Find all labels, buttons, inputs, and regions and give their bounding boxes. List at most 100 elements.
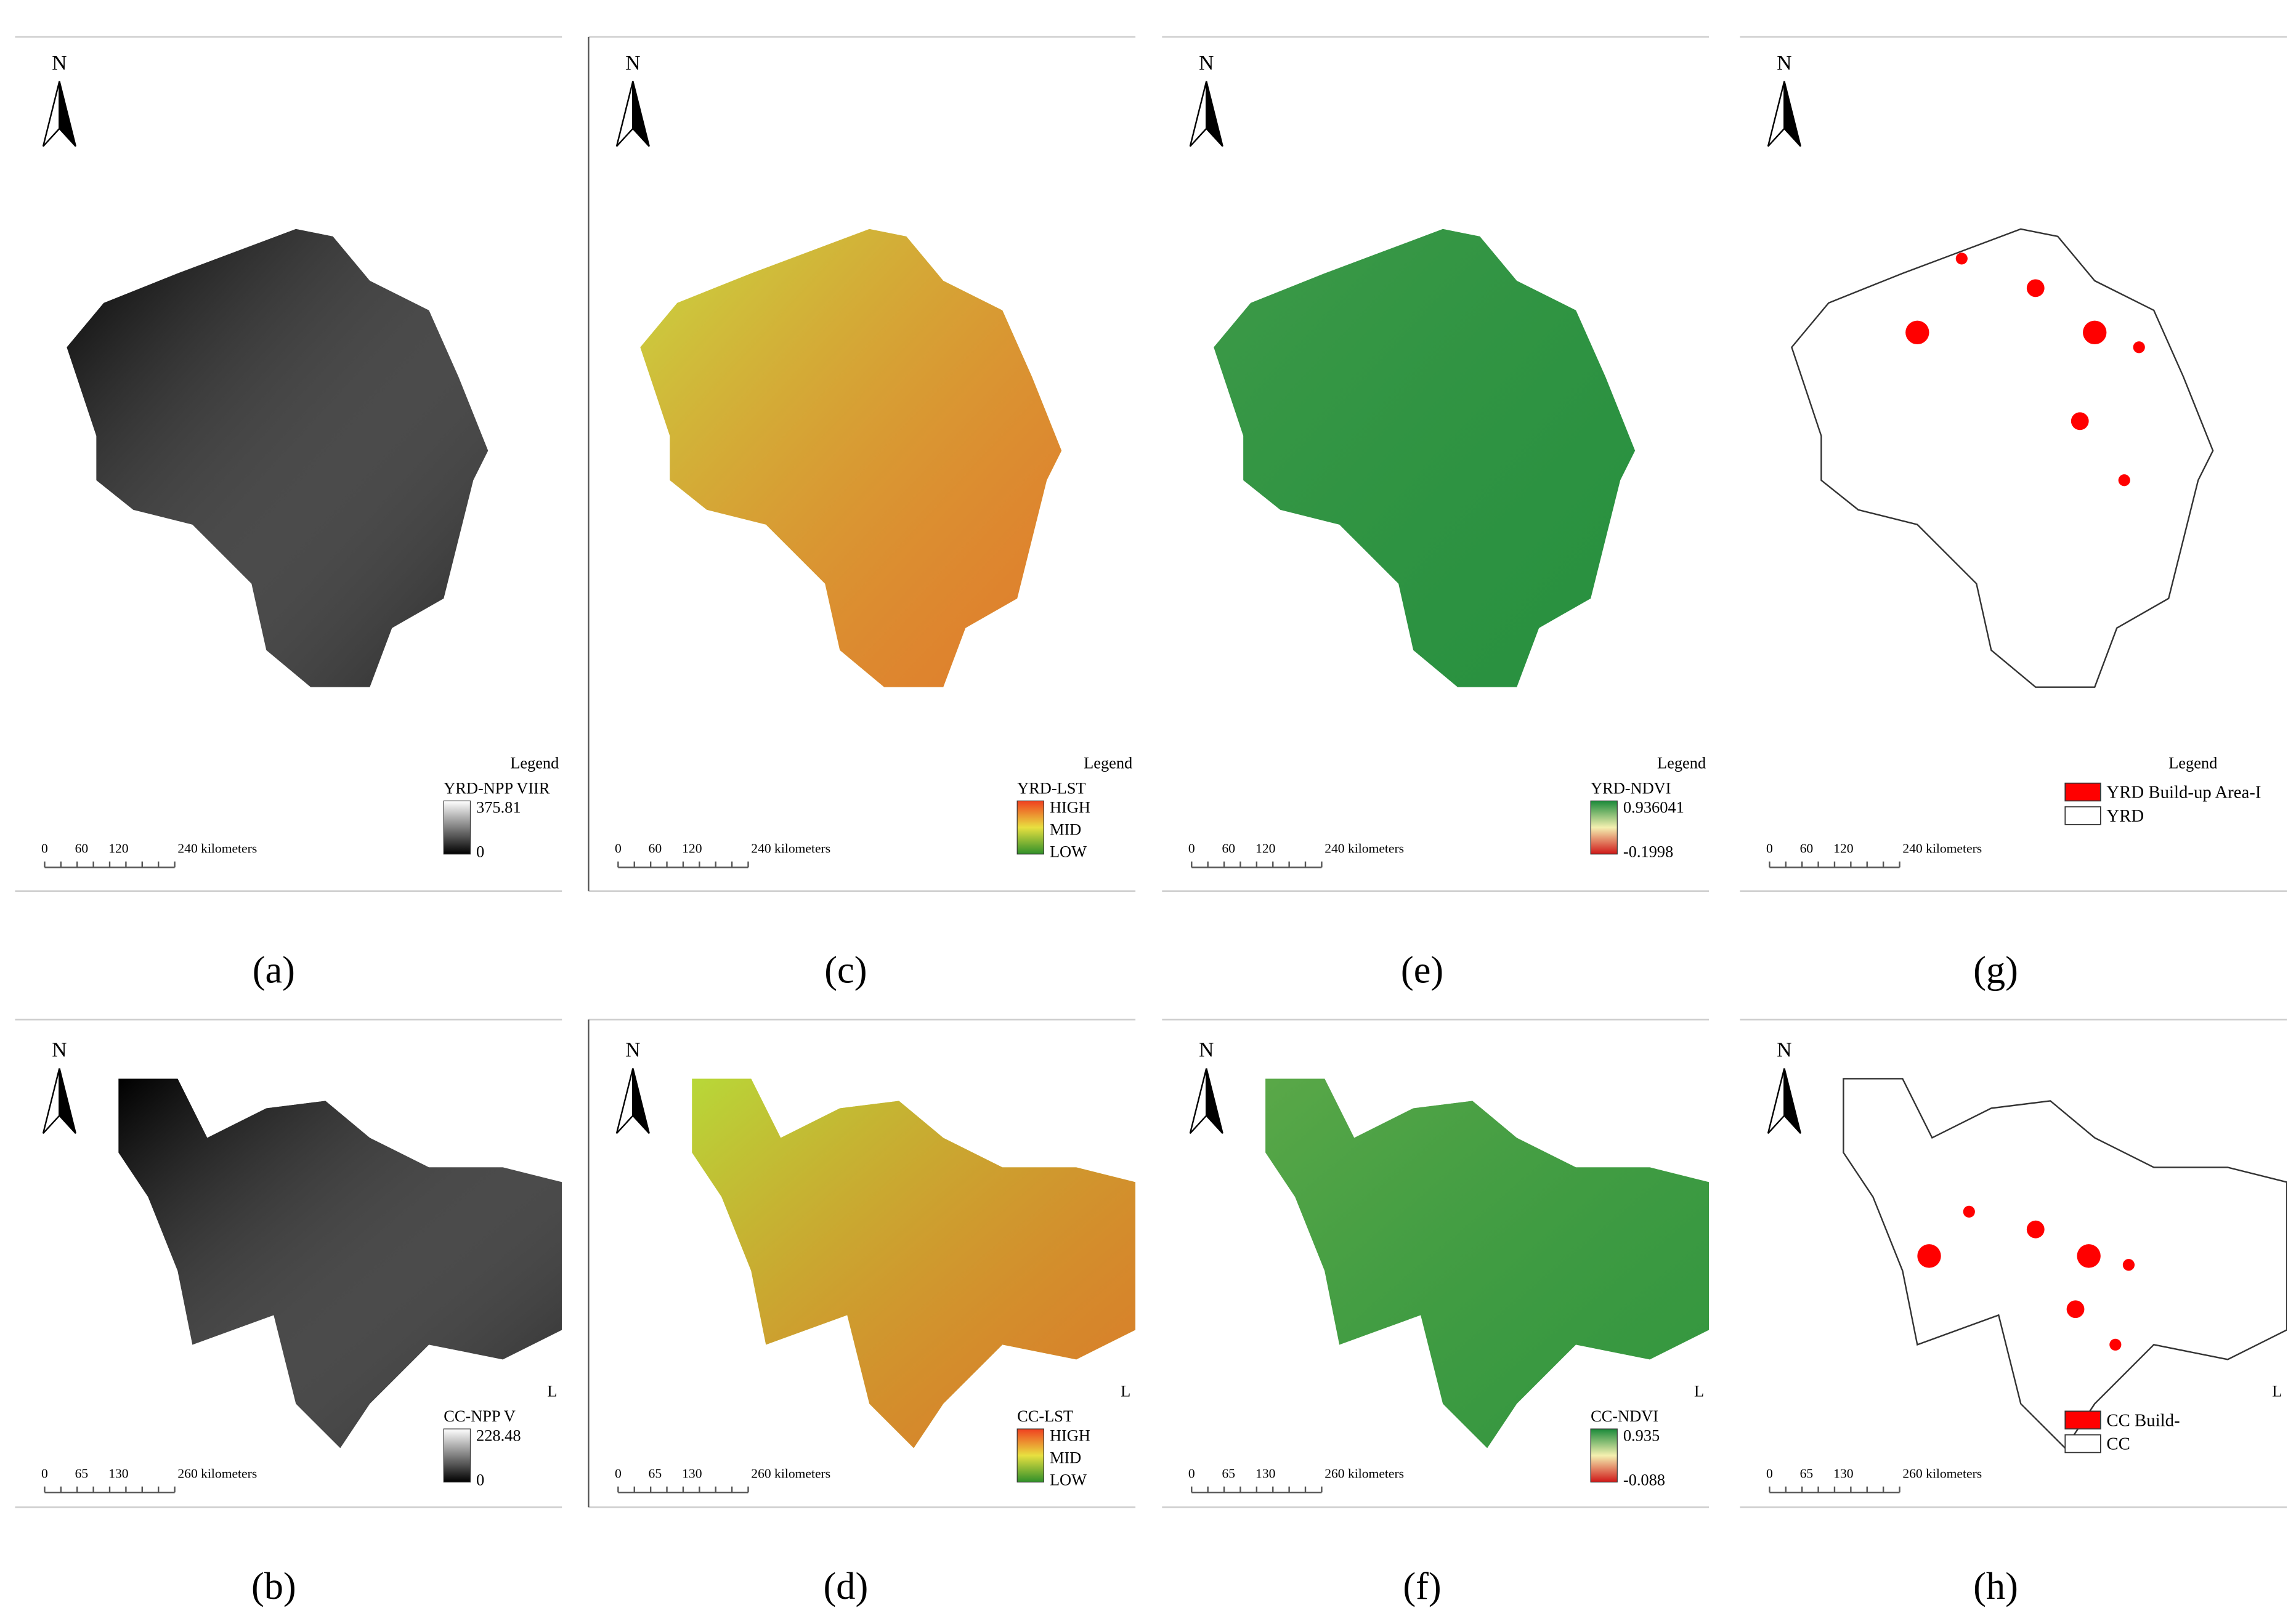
north-arrow — [42, 81, 60, 147]
build-up-area — [2083, 320, 2107, 345]
north-arrow — [1767, 81, 1785, 147]
scale-label: 120 — [1255, 841, 1275, 855]
legend-layer: YRD-LST — [1017, 778, 1085, 797]
north-arrow — [632, 1068, 650, 1134]
region-map-overlay — [1214, 228, 1636, 687]
build-up-area — [1905, 320, 1929, 345]
legend-ramp — [1590, 800, 1618, 855]
legend-label: MID — [1050, 1448, 1081, 1466]
north-label: N — [1199, 1038, 1214, 1061]
build-up-area — [2071, 412, 2089, 431]
panel-content: L CC Build- CC — [1843, 1078, 2287, 1454]
legend-ramp — [443, 1428, 471, 1483]
legend-title: L — [1121, 1381, 1130, 1400]
legend-label: -0.088 — [1623, 1470, 1665, 1489]
legend-layer: YRD-NPP VIIR — [444, 778, 550, 797]
build-up-area — [2026, 279, 2045, 297]
legend-label: -0.1998 — [1623, 843, 1673, 861]
scale-label: 260 kilometers — [1902, 1466, 1982, 1481]
legend-label: 0 — [476, 1470, 484, 1489]
scale-label: 130 — [682, 1466, 702, 1481]
panel-caption: (g) — [1973, 949, 2018, 992]
legend-label: HIGH — [1050, 1426, 1090, 1444]
build-up-area — [2122, 1259, 2135, 1271]
panel-caption: (c) — [824, 949, 867, 992]
legend-label: 228.48 — [476, 1426, 521, 1444]
scale-label: 0 — [1766, 1466, 1773, 1481]
scale-label: 260 kilometers — [751, 1466, 830, 1481]
scale-label: 240 kilometers — [751, 841, 830, 855]
scale-label: 120 — [1833, 841, 1853, 855]
north-arrow — [615, 1068, 634, 1134]
scale-label: 65 — [1800, 1466, 1814, 1481]
panel-caption: (e) — [1401, 949, 1443, 992]
legend-label: LOW — [1050, 1470, 1087, 1489]
scale-label: 60 — [1222, 841, 1235, 855]
build-up-area — [2066, 1300, 2085, 1319]
build-up-area — [1955, 253, 1968, 265]
north-arrow — [42, 1068, 60, 1134]
region-map — [1791, 228, 2214, 688]
legend-label: LOW — [1050, 843, 1087, 861]
scale-label: 240 kilometers — [1324, 841, 1404, 855]
legend-label: YRD — [2106, 806, 2144, 826]
north-arrow — [1206, 81, 1223, 147]
build-up-area — [2109, 1338, 2122, 1351]
legend-label: 375.81 — [476, 798, 521, 817]
panel-caption: (a) — [253, 949, 295, 992]
legend-swatch — [2064, 782, 2101, 802]
north-arrow — [632, 81, 650, 147]
legend-label: YRD Build-up Area-I — [2106, 783, 2261, 802]
build-up-area — [2133, 341, 2145, 354]
legend-ramp — [1016, 1428, 1044, 1483]
map-panel: Legend YRD Build-up Area-I YRD N 0 60 120 240 k… — [1740, 36, 2287, 892]
build-up-area — [1963, 1205, 1975, 1218]
scale-label: 60 — [75, 841, 89, 855]
north-arrow — [1767, 1068, 1785, 1134]
legend-title: L — [547, 1381, 557, 1400]
region-map-overlay — [640, 228, 1062, 687]
north-arrow — [1189, 1068, 1207, 1134]
scale-label: 0 — [41, 1466, 48, 1481]
north-arrow — [615, 81, 634, 147]
north-label: N — [625, 1038, 640, 1061]
map-panel: L CC Build- CC N 0 65 130 260 kilometers — [1740, 1019, 2287, 1508]
legend-label: 0.935 — [1623, 1426, 1660, 1444]
legend-title: Legend — [510, 754, 559, 772]
scale-label: 60 — [649, 841, 662, 855]
north-label: N — [625, 52, 640, 75]
legend-label: MID — [1050, 820, 1081, 839]
panel-caption: (b) — [251, 1565, 296, 1607]
region-map-overlay — [692, 1078, 1136, 1449]
scale-label: 65 — [75, 1466, 89, 1481]
scale-label: 120 — [682, 841, 702, 855]
north-label: N — [1199, 52, 1214, 75]
region-map — [1843, 1078, 2287, 1450]
north-arrow — [59, 1068, 76, 1134]
scale-label: 130 — [108, 1466, 128, 1481]
north-arrow — [1783, 81, 1801, 147]
legend-title: Legend — [1084, 754, 1132, 772]
panel-caption: (h) — [1973, 1565, 2018, 1607]
scale-label: 0 — [1188, 841, 1195, 855]
panel-caption: (d) — [823, 1565, 868, 1607]
legend-layer: YRD-NDVI — [1591, 778, 1671, 797]
scale-label: 120 — [108, 841, 128, 855]
scale-label: 60 — [1800, 841, 1814, 855]
legend-swatch — [2064, 1434, 2101, 1453]
north-label: N — [52, 1038, 67, 1061]
legend-ramp — [1016, 800, 1044, 855]
panel-content: Legend YRD Build-up Area-I YRD — [1791, 228, 2261, 826]
north-arrow — [1206, 1068, 1223, 1134]
north-label: N — [1777, 52, 1791, 75]
panel-caption: (f) — [1403, 1565, 1441, 1607]
north-label: N — [1777, 1038, 1791, 1061]
